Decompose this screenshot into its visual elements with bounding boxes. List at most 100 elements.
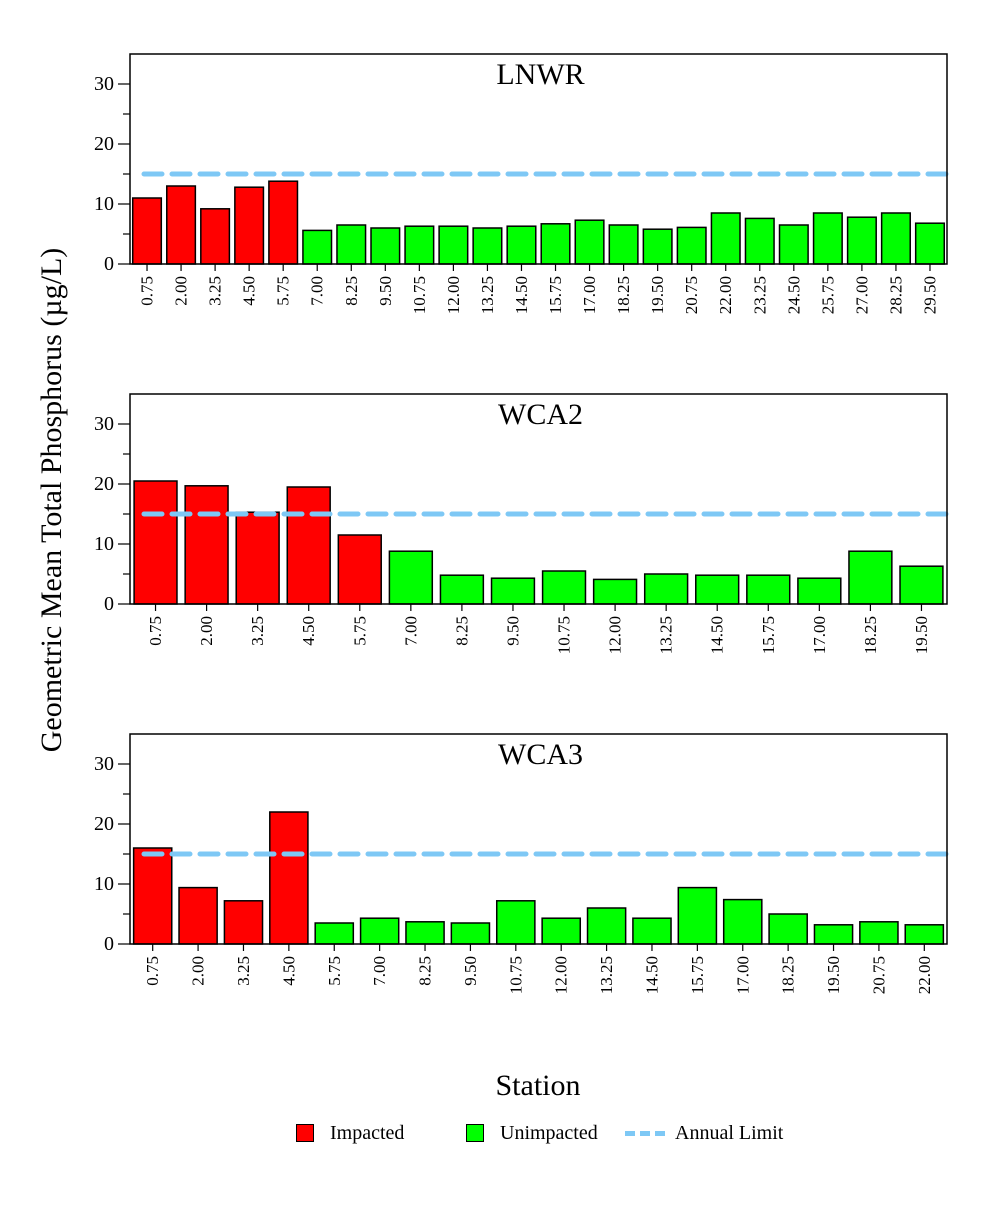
bar-lnwr-28.25 xyxy=(880,212,911,265)
bar-lnwr-12.00 xyxy=(438,225,469,265)
bar-wca3-18.25 xyxy=(768,913,808,945)
bar-wca2-7.00 xyxy=(388,550,434,605)
bar-lnwr-24.50 xyxy=(778,224,809,265)
x-tick-label-lnwr-7.00: 7.00 xyxy=(308,276,327,306)
bar-wca3-8.25 xyxy=(405,921,445,945)
x-tick-label-lnwr-29.50: 29.50 xyxy=(920,276,939,314)
x-tick-label-wca2-10.75: 10.75 xyxy=(555,616,574,654)
legend-item-unimpacted: Unimpacted xyxy=(466,1118,598,1148)
bar-lnwr-5.75 xyxy=(268,180,299,265)
x-tick-label-wca3-8.25: 8.25 xyxy=(416,956,435,986)
bar-wca2-0.75 xyxy=(133,480,178,605)
x-tick-label-lnwr-20.75: 20.75 xyxy=(682,276,701,314)
x-axis-label: Station xyxy=(495,1069,581,1102)
x-tick-label-wca3-0.75: 0.75 xyxy=(143,956,162,986)
bar-wca3-7.00 xyxy=(359,917,400,945)
x-tick-label-wca3-5.75: 5.75 xyxy=(325,956,344,986)
y-axis-label: Geometric Mean Total Phosphorus (µg/L) xyxy=(35,247,68,753)
x-tick-label-lnwr-10.75: 10.75 xyxy=(410,276,429,314)
x-tick-label-lnwr-0.75: 0.75 xyxy=(138,276,157,306)
x-tick-label-wca3-3.25: 3.25 xyxy=(234,956,253,986)
x-tick-label-lnwr-25.75: 25.75 xyxy=(818,276,837,314)
x-tick-label-lnwr-15.75: 15.75 xyxy=(546,276,565,314)
bar-lnwr-10.75 xyxy=(404,225,435,265)
legend-label-impacted: Impacted xyxy=(330,1121,405,1144)
x-tick-label-wca3-9.50: 9.50 xyxy=(461,956,480,986)
x-tick-label-wca3-17.00: 17.00 xyxy=(733,956,752,994)
x-tick-label-wca2-18.25: 18.25 xyxy=(861,616,880,654)
legend-swatch-annual-limit xyxy=(625,1130,665,1136)
bar-lnwr-13.25 xyxy=(472,227,503,265)
y-tick-label-lnwr-10: 10 xyxy=(94,193,114,215)
x-tick-label-lnwr-28.25: 28.25 xyxy=(886,276,905,314)
bar-wca3-19.50 xyxy=(813,924,854,945)
bar-wca2-2.00 xyxy=(184,485,229,605)
bar-lnwr-19.50 xyxy=(642,228,673,265)
panel-lnwr: 0.75 2.00 3.25 4.50 5.75 7.00 8.25 9.50 10.75 12.… xyxy=(94,53,956,314)
bar-wca3-0.75 xyxy=(132,847,173,945)
x-tick-label-wca3-12.00: 12.00 xyxy=(552,956,571,994)
bar-wca2-9.50 xyxy=(490,577,536,605)
bar-wca2-13.25 xyxy=(643,573,689,605)
x-tick-label-lnwr-23.25: 23.25 xyxy=(750,276,769,314)
y-tick-label-wca3-0: 0 xyxy=(104,933,114,955)
x-tick-label-wca2-15.75: 15.75 xyxy=(759,616,778,654)
x-tick-label-wca2-5.75: 5.75 xyxy=(350,616,369,646)
bar-lnwr-0.75 xyxy=(131,197,163,265)
y-tick-label-lnwr-20: 20 xyxy=(94,133,114,155)
bar-wca3-2.00 xyxy=(178,886,218,945)
x-tick-label-wca2-17.00: 17.00 xyxy=(810,616,829,654)
plot-frame-lnwr xyxy=(129,53,948,265)
bar-wca2-8.25 xyxy=(439,574,485,605)
legend-item-annual-limit: Annual Limit xyxy=(625,1118,783,1148)
x-tick-label-wca3-19.50: 19.50 xyxy=(824,956,843,994)
bar-wca2-17.00 xyxy=(797,577,842,605)
bar-lnwr-25.75 xyxy=(812,212,843,265)
bar-wca2-3.25 xyxy=(235,511,280,605)
bar-wca2-10.75 xyxy=(541,570,587,605)
bar-wca3-14.50 xyxy=(632,917,672,945)
legend-item-impacted: Impacted xyxy=(296,1118,404,1148)
x-tick-label-wca3-13.25: 13.25 xyxy=(597,956,616,994)
y-tick-label-wca3-30: 30 xyxy=(94,753,114,775)
x-tick-label-wca3-22.00: 22.00 xyxy=(915,956,934,994)
bar-lnwr-3.25 xyxy=(200,208,231,265)
bar-wca3-12.00 xyxy=(541,917,582,945)
x-tick-label-wca3-15.75: 15.75 xyxy=(688,956,707,994)
bar-lnwr-29.50 xyxy=(914,222,946,265)
bar-wca2-18.25 xyxy=(848,550,893,605)
bar-wca3-5.75 xyxy=(314,922,355,945)
y-tick-label-wca3-20: 20 xyxy=(94,813,114,835)
bar-lnwr-22.00 xyxy=(710,212,741,265)
bar-lnwr-18.25 xyxy=(608,224,639,265)
x-tick-label-lnwr-9.50: 9.50 xyxy=(376,276,395,306)
y-tick-label-wca2-0: 0 xyxy=(104,593,114,615)
bar-lnwr-17.00 xyxy=(574,219,605,265)
x-tick-label-wca2-7.00: 7.00 xyxy=(401,616,420,646)
bar-lnwr-7.00 xyxy=(302,229,333,265)
bar-wca3-4.50 xyxy=(269,811,309,945)
bar-lnwr-4.50 xyxy=(234,186,265,265)
legend: Impacted Unimpacted Annual Limit xyxy=(0,1118,1000,1148)
bar-lnwr-8.25 xyxy=(336,224,367,265)
bar-wca2-4.50 xyxy=(286,486,331,605)
x-tick-label-lnwr-19.50: 19.50 xyxy=(648,276,667,314)
bar-wca3-22.00 xyxy=(904,924,945,945)
x-tick-label-wca2-12.00: 12.00 xyxy=(606,616,625,654)
x-tick-label-lnwr-18.25: 18.25 xyxy=(614,276,633,314)
bar-lnwr-27.00 xyxy=(846,216,877,265)
panel-title-lnwr: LNWR xyxy=(496,58,584,91)
x-tick-label-lnwr-22.00: 22.00 xyxy=(716,276,735,314)
bar-wca3-10.75 xyxy=(495,900,536,945)
x-tick-label-wca3-18.25: 18.25 xyxy=(779,956,798,994)
x-tick-label-wca2-2.00: 2.00 xyxy=(197,616,216,646)
bar-lnwr-2.00 xyxy=(166,185,197,265)
panel-title-wca3: WCA3 xyxy=(498,738,583,771)
legend-label-unimpacted: Unimpacted xyxy=(500,1121,598,1144)
bar-lnwr-9.50 xyxy=(370,227,401,265)
legend-swatch-unimpacted xyxy=(466,1124,484,1142)
x-tick-label-wca2-13.25: 13.25 xyxy=(657,616,676,654)
x-tick-label-wca2-14.50: 14.50 xyxy=(708,616,727,654)
